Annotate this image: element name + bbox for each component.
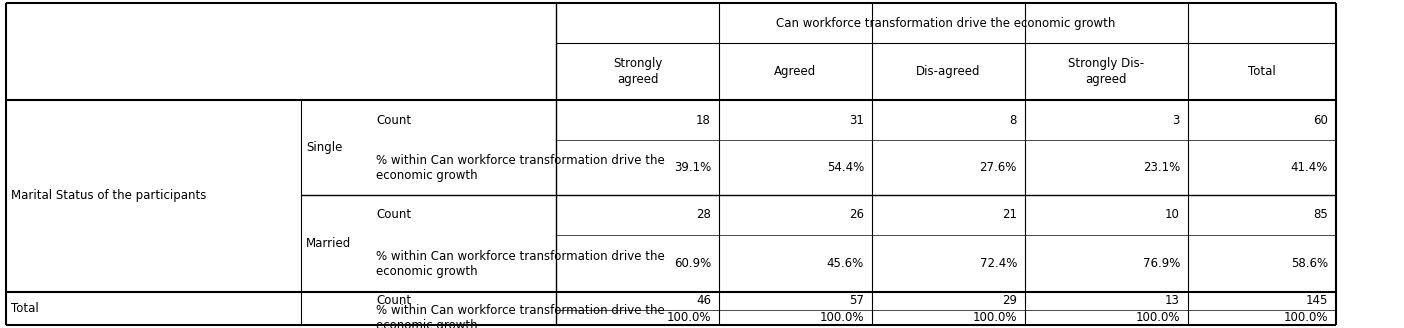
Text: 60: 60 [1313, 113, 1328, 127]
Text: 18: 18 [696, 113, 710, 127]
Text: 45.6%: 45.6% [827, 257, 863, 270]
Text: Can workforce transformation drive the economic growth: Can workforce transformation drive the e… [776, 16, 1116, 30]
Text: 28: 28 [696, 209, 710, 221]
Text: Strongly
agreed: Strongly agreed [612, 57, 663, 86]
Text: Agreed: Agreed [775, 65, 817, 78]
Text: 8: 8 [1009, 113, 1016, 127]
Text: 23.1%: 23.1% [1143, 161, 1179, 174]
Text: 100.0%: 100.0% [973, 311, 1016, 324]
Text: 10: 10 [1165, 209, 1179, 221]
Text: Count: Count [376, 295, 411, 308]
Text: 100.0%: 100.0% [1283, 311, 1328, 324]
Text: 31: 31 [849, 113, 863, 127]
Text: 46: 46 [696, 295, 710, 308]
Text: % within Can workforce transformation drive the
economic growth: % within Can workforce transformation dr… [376, 303, 664, 328]
Text: 54.4%: 54.4% [827, 161, 863, 174]
Text: 60.9%: 60.9% [674, 257, 710, 270]
Text: Count: Count [376, 209, 411, 221]
Text: 100.0%: 100.0% [1136, 311, 1179, 324]
Text: Single: Single [306, 141, 343, 154]
Text: % within Can workforce transformation drive the
economic growth: % within Can workforce transformation dr… [376, 250, 664, 277]
Text: Total: Total [11, 302, 39, 315]
Text: 57: 57 [849, 295, 863, 308]
Text: Dis-agreed: Dis-agreed [917, 65, 981, 78]
Text: Total: Total [1248, 65, 1276, 78]
Text: 27.6%: 27.6% [980, 161, 1016, 174]
Text: 100.0%: 100.0% [667, 311, 710, 324]
Text: 13: 13 [1165, 295, 1179, 308]
Text: 41.4%: 41.4% [1290, 161, 1328, 174]
Text: 21: 21 [1002, 209, 1016, 221]
Text: Count: Count [376, 113, 411, 127]
Text: 145: 145 [1306, 295, 1328, 308]
Text: Marital Status of the participants: Marital Status of the participants [11, 190, 206, 202]
Text: 39.1%: 39.1% [674, 161, 710, 174]
Text: 76.9%: 76.9% [1143, 257, 1179, 270]
Text: 58.6%: 58.6% [1290, 257, 1328, 270]
Text: Married: Married [306, 237, 351, 250]
Text: 72.4%: 72.4% [980, 257, 1016, 270]
Text: 100.0%: 100.0% [820, 311, 863, 324]
Text: Strongly Dis-
agreed: Strongly Dis- agreed [1068, 57, 1144, 86]
Text: % within Can workforce transformation drive the
economic growth: % within Can workforce transformation dr… [376, 154, 664, 181]
Text: 3: 3 [1172, 113, 1179, 127]
Text: 85: 85 [1313, 209, 1328, 221]
Text: 26: 26 [849, 209, 863, 221]
Text: 29: 29 [1002, 295, 1016, 308]
